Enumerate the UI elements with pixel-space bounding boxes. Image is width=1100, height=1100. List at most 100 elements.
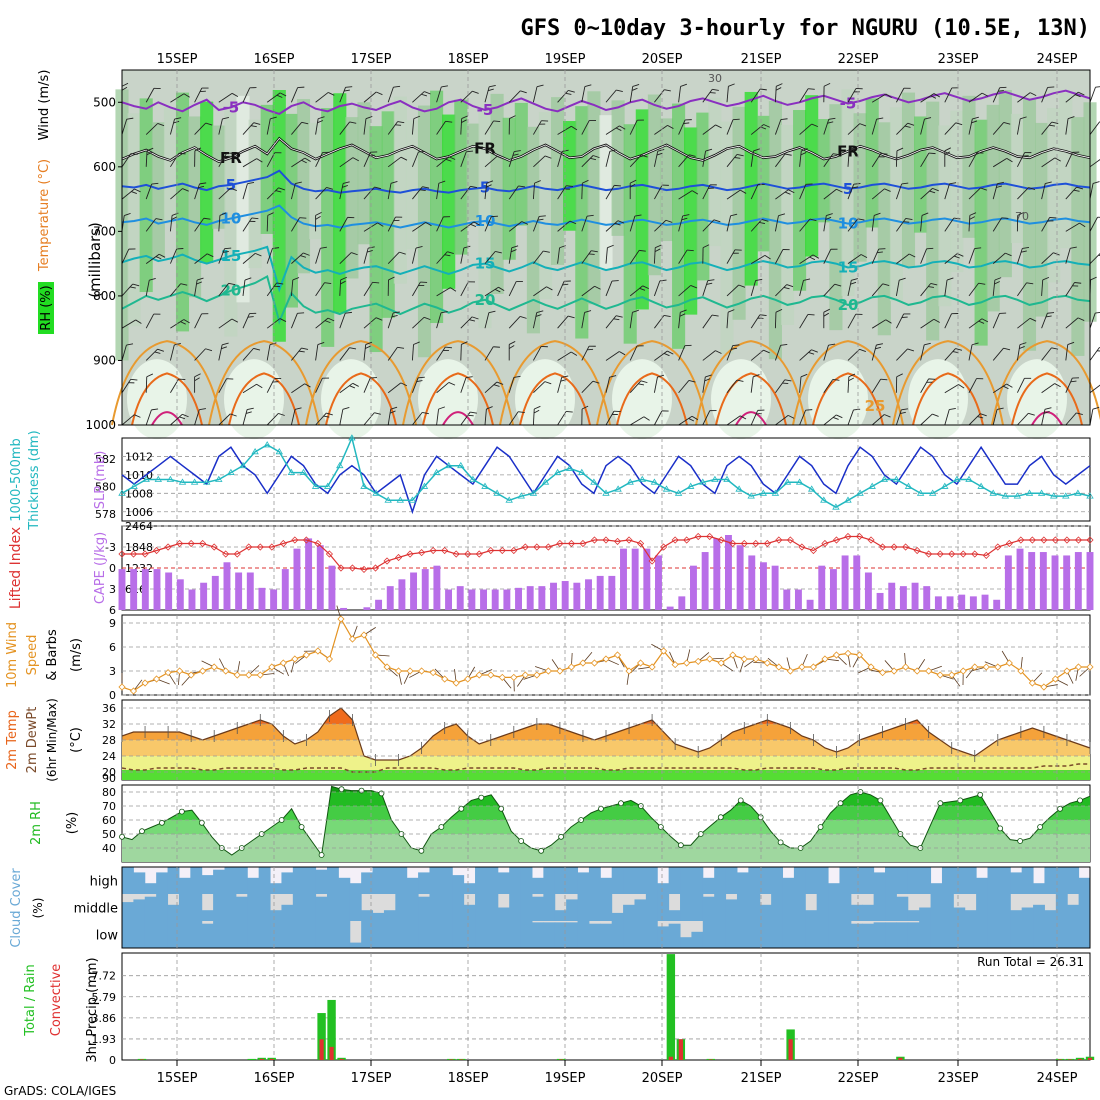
- cloud-bar-middle-20: [349, 894, 362, 921]
- wind-speed-point-59: [798, 663, 806, 671]
- cloud-bar-middle-0: [122, 902, 134, 921]
- wind-barb-2-20: [605, 149, 617, 167]
- li-point-46: [648, 557, 656, 565]
- wind-barb-7-33: [920, 318, 940, 329]
- wind-barb-0-27: [774, 83, 783, 103]
- cloud-bar-low-37: [543, 922, 556, 948]
- wind-barb-8-31: [871, 343, 884, 361]
- rh-band-72: [986, 104, 1000, 312]
- wind-barb-6-28: [799, 278, 811, 297]
- wind-barb-5-26: [750, 255, 771, 265]
- rh-band-42: [623, 124, 637, 344]
- run-total-label: Run Total = 26.31: [977, 955, 1084, 969]
- cloud-bar-middle-17: [315, 896, 328, 921]
- rh-band-60: [841, 89, 855, 296]
- contour-30-arc-8: [912, 372, 984, 426]
- contour-25-arc-9: [991, 340, 1100, 426]
- thickness-point-36: [553, 468, 562, 475]
- wind-barb-7-8: [315, 317, 335, 329]
- wind-barb-9-28: [799, 373, 808, 393]
- cloud-bar-high-53: [725, 867, 738, 894]
- cloud-bar-low-25: [406, 921, 419, 948]
- li-tick-label-1: 0: [109, 562, 116, 575]
- contour-label-0-2: -5: [840, 95, 857, 113]
- thickness-point-49: [711, 475, 719, 482]
- wind-barb-3-3: [194, 182, 207, 200]
- wind-barb-1-28: [799, 123, 819, 135]
- temp-color-band-0: [122, 770, 1090, 780]
- wind-barb-2-10: [363, 151, 378, 168]
- wind-barb-0-11: [387, 85, 401, 103]
- precip-convective-bar-33: [449, 1059, 454, 1060]
- rh-color-band-2: [122, 806, 1090, 820]
- rh-band-26: [430, 90, 444, 324]
- wind-speed-point-12: [256, 671, 264, 679]
- wind-barb-0-6: [266, 92, 287, 103]
- wind-barb-5-6: [266, 247, 280, 264]
- cape-bar-82: [1074, 552, 1082, 610]
- wind-barb-2-9: [339, 157, 360, 168]
- wind-speed-point-51: [706, 655, 714, 663]
- thickness-point-26: [432, 468, 441, 475]
- cloud-bar-middle-55: [748, 894, 761, 921]
- thickness-point-0: [118, 489, 126, 496]
- cape-bar-33: [503, 589, 511, 610]
- wind-barb-1-18: [557, 125, 578, 135]
- thickness-point-76: [1037, 489, 1046, 496]
- wind-barb-6-36: [992, 277, 1002, 296]
- cloud-bar-low-24: [395, 921, 408, 948]
- cape-bar-1: [130, 569, 138, 610]
- wind-barb-10-39: [1065, 412, 1083, 426]
- thickness-point-68: [941, 482, 949, 489]
- wind-barb-7-27: [774, 308, 783, 329]
- wind-barb-2-37: [1016, 152, 1032, 168]
- wind-speed-point-48: [671, 661, 679, 669]
- cloud-bar-high-81: [1044, 867, 1057, 894]
- cloud-bar-middle-76: [987, 894, 1000, 921]
- li-point-7: [199, 539, 207, 548]
- top-x-tick-label-9: 24SEP: [1037, 52, 1078, 67]
- contour-25-arc-0: [111, 340, 223, 426]
- wind-barb-2-15: [484, 155, 504, 168]
- contour-label-3-0: 10: [220, 209, 241, 227]
- contour-label-2-2: 5: [843, 180, 853, 198]
- cape-bar-15: [293, 548, 301, 610]
- wind-barb-3-29: [823, 188, 843, 200]
- cloud-bar-high-8: [213, 869, 225, 894]
- thickness-point-21: [372, 489, 380, 496]
- cape-bar-35: [526, 586, 534, 610]
- wind-speed-point-17: [314, 647, 322, 655]
- wind-barb-10-2: [170, 413, 189, 426]
- rh-point-34: [458, 805, 465, 812]
- wind-barb-2-3: [194, 147, 202, 167]
- cloud-bar-middle-15: [292, 894, 305, 921]
- cloud-bar-high-23: [383, 867, 396, 894]
- cape-bar-2: [141, 569, 149, 610]
- lower-dry-zone-1: [224, 359, 284, 440]
- cape-bar-69: [923, 586, 931, 610]
- top-x-tick-label-8: 23SEP: [938, 52, 979, 67]
- cloud-bar-middle-23: [383, 910, 396, 921]
- slp-panel-frame: [121, 437, 1091, 522]
- thickness-point-10: [239, 461, 247, 469]
- li-point-72: [948, 550, 956, 558]
- wind-barb-3-38: [1041, 181, 1052, 200]
- wind-barb-5-1: [145, 253, 166, 265]
- cloud-bar-high-75: [976, 877, 989, 894]
- bottom-x-tick-label-0: 15SEP: [157, 1071, 198, 1086]
- cape-bar-68: [911, 582, 919, 610]
- li-point-38: [556, 539, 564, 548]
- wind-barb-0-26: [750, 88, 767, 103]
- wind-barb-8-15: [484, 346, 500, 361]
- rh-point-90: [1017, 838, 1024, 844]
- lower-dry-zone-7: [808, 359, 868, 440]
- wind-barb-6-15: [484, 286, 505, 297]
- cloud-bar-middle-53: [725, 899, 738, 921]
- contour-label-0-1: -5: [477, 101, 494, 119]
- wind-barb-5-24: [702, 244, 710, 264]
- wind-barb-5-20: [605, 244, 614, 264]
- wind-barb-0-23: [678, 83, 688, 103]
- wind-barb-1-12: [411, 115, 421, 135]
- wind-speed-point-63: [844, 649, 852, 657]
- wind-speed-point-27: [429, 669, 437, 677]
